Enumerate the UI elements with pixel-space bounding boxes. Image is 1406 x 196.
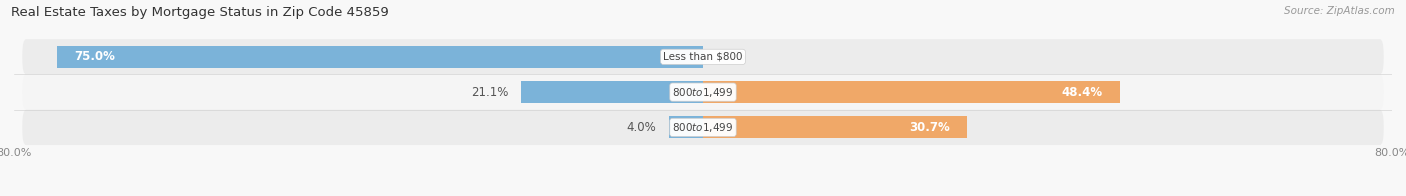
Bar [669,116,703,138]
Text: Source: ZipAtlas.com: Source: ZipAtlas.com [1284,6,1395,16]
Text: 30.7%: 30.7% [910,121,950,134]
Bar [703,81,1119,103]
Text: $800 to $1,499: $800 to $1,499 [672,86,734,99]
Text: Real Estate Taxes by Mortgage Status in Zip Code 45859: Real Estate Taxes by Mortgage Status in … [11,6,389,19]
FancyBboxPatch shape [22,39,1384,74]
FancyBboxPatch shape [22,74,1384,110]
Text: 21.1%: 21.1% [471,86,509,99]
Text: $800 to $1,499: $800 to $1,499 [672,121,734,134]
FancyBboxPatch shape [22,110,1384,145]
Legend: Without Mortgage, With Mortgage: Without Mortgage, With Mortgage [576,193,830,196]
Text: 0.0%: 0.0% [716,50,745,63]
Bar [703,116,967,138]
Text: 48.4%: 48.4% [1062,86,1102,99]
Text: 75.0%: 75.0% [75,50,115,63]
Bar [522,81,703,103]
Text: 4.0%: 4.0% [626,121,655,134]
Text: Less than $800: Less than $800 [664,52,742,62]
Bar [58,46,703,68]
